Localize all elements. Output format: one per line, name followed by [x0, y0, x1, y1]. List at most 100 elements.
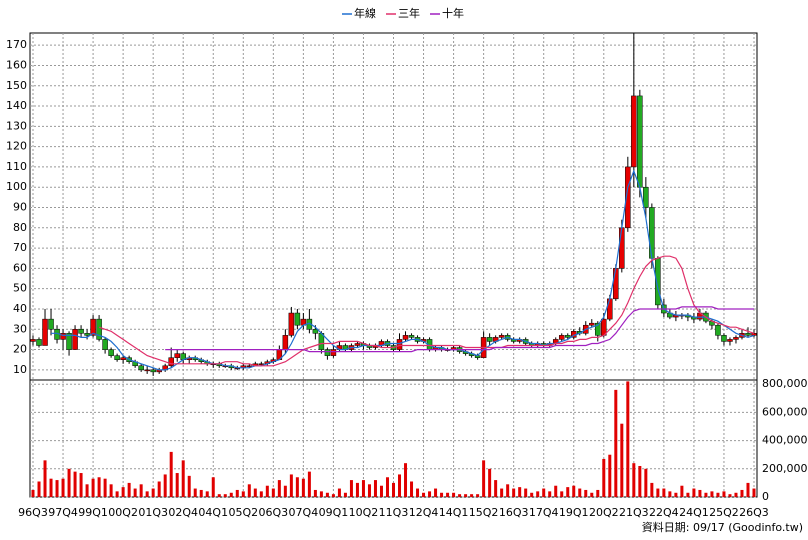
volume-bar: [343, 492, 347, 497]
volume-bar: [656, 488, 660, 497]
candle-body: [402, 335, 409, 340]
volume-bar: [163, 474, 167, 497]
volume-tick-label: 0: [762, 490, 769, 503]
volume-bar: [313, 489, 317, 497]
x-tick-label: 05Q2: [228, 506, 258, 519]
candle-body: [72, 329, 78, 350]
volume-bar: [518, 487, 522, 497]
x-tick-label: 16Q3: [499, 506, 529, 519]
y-tick-label: 170: [6, 38, 27, 51]
volume-bar: [325, 492, 329, 497]
volume-bar: [253, 488, 257, 497]
volume-bar: [626, 381, 630, 497]
candle-body: [715, 324, 721, 336]
volume-bar: [289, 474, 293, 497]
y-tick-label: 50: [13, 282, 27, 295]
y-tick-label: 60: [13, 261, 27, 274]
candle-body: [144, 369, 150, 372]
volume-bar: [602, 458, 606, 497]
x-tick-label: 10Q2: [349, 506, 379, 519]
legend-label: 十年: [442, 6, 464, 20]
volume-bar: [259, 491, 263, 497]
volume-bar: [404, 463, 408, 497]
x-tick-label: 24Q1: [679, 506, 709, 519]
candle-body: [114, 355, 120, 360]
volume-bar: [410, 481, 414, 497]
volume-bar: [277, 480, 281, 497]
volume-bar: [349, 480, 353, 497]
x-tick-label: 07Q4: [289, 506, 319, 519]
volume-bar: [752, 488, 756, 497]
volume-bar: [235, 489, 239, 497]
volume-bar: [560, 491, 564, 497]
volume-bar: [103, 478, 107, 497]
ma-line: [98, 255, 755, 367]
volume-bar: [367, 484, 371, 497]
volume-bar: [704, 492, 708, 497]
candle-body: [354, 343, 361, 346]
volume-bar: [295, 477, 299, 497]
candle-body: [324, 349, 331, 356]
candle-body: [150, 369, 156, 373]
candle-body: [498, 335, 505, 338]
x-tick-label: 21Q3: [619, 506, 649, 519]
candle-body: [745, 333, 751, 336]
candle-body: [30, 339, 36, 342]
candle-body: [60, 333, 66, 340]
volume-bar: [283, 485, 287, 497]
y-tick-label: 80: [13, 221, 27, 234]
candle-body: [282, 335, 289, 350]
volume-bar: [91, 478, 95, 497]
volume-bar: [61, 478, 65, 497]
volume-bar: [638, 465, 642, 497]
ma-line: [165, 306, 754, 353]
volume-bar: [193, 488, 197, 497]
x-tick-label: 99Q1: [78, 506, 108, 519]
volume-bar: [680, 485, 684, 497]
volume-bar: [55, 480, 59, 497]
y-tick-label: 130: [6, 119, 27, 132]
volume-bar: [79, 473, 83, 497]
x-tick-label: 12Q4: [409, 506, 439, 519]
volume-bar: [385, 477, 389, 497]
volume-bar: [151, 488, 155, 497]
volume-bar: [379, 485, 383, 497]
volume-bar: [506, 484, 510, 497]
volume-bar: [97, 477, 101, 497]
candle-body: [613, 268, 619, 300]
candle-body: [558, 335, 565, 340]
candle-body: [102, 339, 108, 350]
volume-tick-label: 600,000: [762, 405, 808, 418]
volume-bar: [584, 489, 588, 497]
y-tick-label: 70: [13, 241, 27, 254]
y-tick-label: 140: [6, 99, 27, 112]
y-tick-label: 150: [6, 79, 27, 92]
volume-bar: [247, 484, 251, 497]
volume-bar: [596, 489, 600, 497]
candle-body: [36, 339, 42, 346]
volume-bar: [608, 454, 612, 497]
volume-bar: [355, 482, 359, 497]
volume-bar: [590, 492, 594, 497]
candle-body: [643, 186, 649, 208]
candle-body: [168, 357, 174, 367]
candle-body: [258, 363, 265, 366]
volume-bar: [746, 482, 750, 497]
volume-bar: [578, 488, 582, 497]
volume-bar: [458, 494, 462, 497]
candle-body: [174, 353, 180, 358]
volume-bar: [428, 491, 432, 497]
volume-bar: [494, 480, 498, 497]
volume-bar: [127, 482, 131, 497]
volume-bar: [530, 492, 534, 497]
x-tick-label: 20Q2: [589, 506, 619, 519]
volume-bar: [716, 492, 720, 497]
volume-bar: [145, 491, 149, 497]
x-tick-label: 15Q2: [469, 506, 499, 519]
y-tick-label: 10: [13, 363, 27, 376]
y-tick-label: 160: [6, 58, 27, 71]
volume-bar: [524, 488, 528, 497]
volume-bar: [488, 468, 492, 497]
volume-bar: [205, 491, 209, 497]
